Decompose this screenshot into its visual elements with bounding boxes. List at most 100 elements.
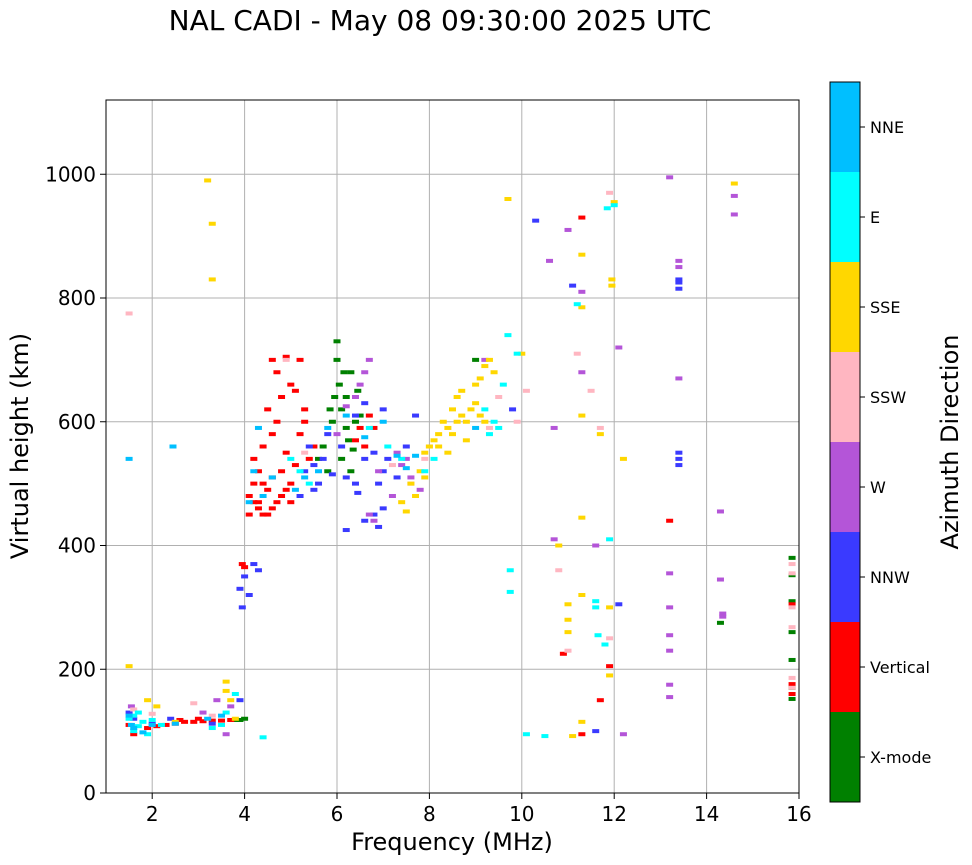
data-point <box>301 407 309 412</box>
data-point <box>398 456 406 461</box>
data-point <box>569 734 577 739</box>
data-point <box>587 388 595 393</box>
data-point <box>134 710 142 715</box>
data-point <box>596 425 604 430</box>
data-point <box>610 200 618 205</box>
data-point <box>788 675 796 680</box>
data-point <box>407 481 415 486</box>
colorbar-tick-label: SSE <box>870 298 900 317</box>
data-point <box>592 543 600 548</box>
data-point <box>315 469 323 474</box>
series-sse <box>125 178 738 739</box>
data-point <box>301 450 309 455</box>
data-point <box>449 432 456 437</box>
data-point <box>342 413 350 418</box>
data-point <box>305 456 313 461</box>
data-point <box>541 734 549 739</box>
x-tick-label: 4 <box>238 802 251 826</box>
data-point <box>430 456 438 461</box>
data-point <box>606 190 614 195</box>
data-point <box>458 388 466 393</box>
data-point <box>564 602 572 607</box>
data-point <box>153 704 161 709</box>
data-point <box>354 388 362 393</box>
data-point <box>340 370 348 375</box>
data-point <box>393 475 401 480</box>
data-point <box>439 419 447 424</box>
data-point <box>444 450 452 455</box>
data-point <box>666 518 674 523</box>
series-nne <box>125 413 480 735</box>
data-point <box>250 456 258 461</box>
data-point <box>666 175 674 180</box>
data-point <box>666 633 674 638</box>
data-point <box>139 719 147 724</box>
data-point <box>333 432 341 437</box>
data-point <box>245 500 253 505</box>
data-point <box>550 425 558 430</box>
x-tick-label: 10 <box>509 802 534 826</box>
data-point <box>144 726 152 731</box>
data-point <box>361 456 369 461</box>
data-point <box>606 636 614 641</box>
data-point <box>592 599 600 604</box>
data-point <box>342 528 350 533</box>
x-tick-label: 16 <box>786 802 811 826</box>
data-point <box>462 438 470 443</box>
data-point <box>208 713 216 718</box>
x-axis: 2 4 6 8 10 12 14 16 <box>146 793 812 826</box>
data-point <box>264 487 272 492</box>
data-point <box>788 625 796 630</box>
data-point <box>555 543 563 548</box>
data-point <box>398 463 406 468</box>
data-point <box>421 456 429 461</box>
data-point <box>291 463 299 468</box>
data-point <box>601 642 609 647</box>
data-point <box>594 633 602 638</box>
data-point <box>402 466 410 471</box>
data-marks <box>125 175 796 740</box>
data-point <box>218 718 225 723</box>
data-point <box>435 432 443 437</box>
data-point <box>305 444 313 449</box>
data-point <box>375 524 383 529</box>
data-point <box>592 729 600 734</box>
data-point <box>204 716 212 721</box>
data-point <box>264 512 272 517</box>
data-point <box>287 481 295 486</box>
data-point <box>365 512 373 517</box>
series-ssw <box>125 190 796 718</box>
data-point <box>222 710 230 715</box>
data-point <box>176 717 184 722</box>
data-point <box>564 227 572 232</box>
data-point <box>278 395 286 399</box>
data-point <box>578 515 586 520</box>
data-point <box>245 494 253 498</box>
data-point <box>472 401 480 406</box>
data-point <box>675 456 683 461</box>
data-point <box>384 456 392 461</box>
colorbar-tick-label: E <box>870 208 880 227</box>
data-point <box>462 419 470 424</box>
data-point <box>130 726 138 731</box>
data-point <box>349 447 357 452</box>
data-point <box>435 444 443 449</box>
data-point <box>335 382 343 387</box>
data-point <box>379 407 387 412</box>
data-point <box>716 620 724 625</box>
data-point <box>139 730 147 735</box>
data-point <box>264 407 272 412</box>
data-point <box>169 444 177 449</box>
data-point <box>361 444 369 449</box>
colorbar-frame <box>829 81 861 803</box>
data-point <box>356 425 364 430</box>
colorbar-tick-label: SSW <box>870 388 906 407</box>
chart-title: NAL CADI - May 08 09:30:00 2025 UTC <box>168 4 712 37</box>
colorbar-segment <box>830 622 860 712</box>
data-point <box>208 718 216 723</box>
data-point <box>282 450 290 455</box>
y-tick-label: 0 <box>83 781 96 805</box>
data-point <box>716 509 724 514</box>
data-point <box>282 487 290 492</box>
data-point <box>379 469 387 474</box>
